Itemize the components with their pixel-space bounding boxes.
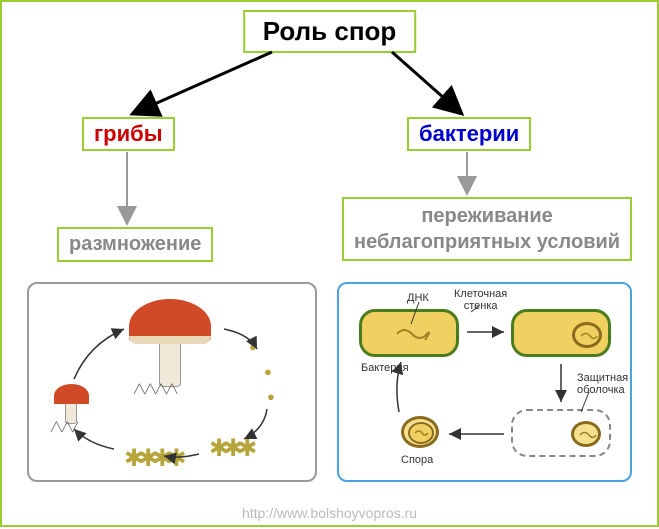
arrow-title-to-bacteria (392, 52, 462, 114)
diagram-title: Роль спор (243, 10, 417, 53)
bacteria-description: переживание неблагоприятных условий (342, 197, 632, 261)
fungi-cycle-arrows (29, 284, 319, 484)
bacteria-desc-line2: неблагоприятных условий (354, 229, 620, 255)
fungi-illustration: ╱╲╱╲╱╲╱╲ ╱╲╱╲╱ ● ● ● ✱✱✱ ✱✱✱✱ (27, 282, 317, 482)
watermark-text: http://www.bolshoyvopros.ru (242, 505, 417, 521)
bacteria-desc-line1: переживание (354, 203, 620, 229)
bacteria-illustration: ДНК Клеточная стенка Бактерия Защитная о… (337, 282, 632, 482)
fungi-label: грибы (82, 117, 175, 151)
fungi-description: размножение (57, 227, 213, 262)
arrow-title-to-fungi (132, 52, 272, 114)
bacteria-pointers-arrows (339, 284, 634, 484)
diagram-container: Роль спор грибы бактерии размножение пер… (0, 0, 659, 527)
bacteria-label: бактерии (407, 117, 531, 151)
